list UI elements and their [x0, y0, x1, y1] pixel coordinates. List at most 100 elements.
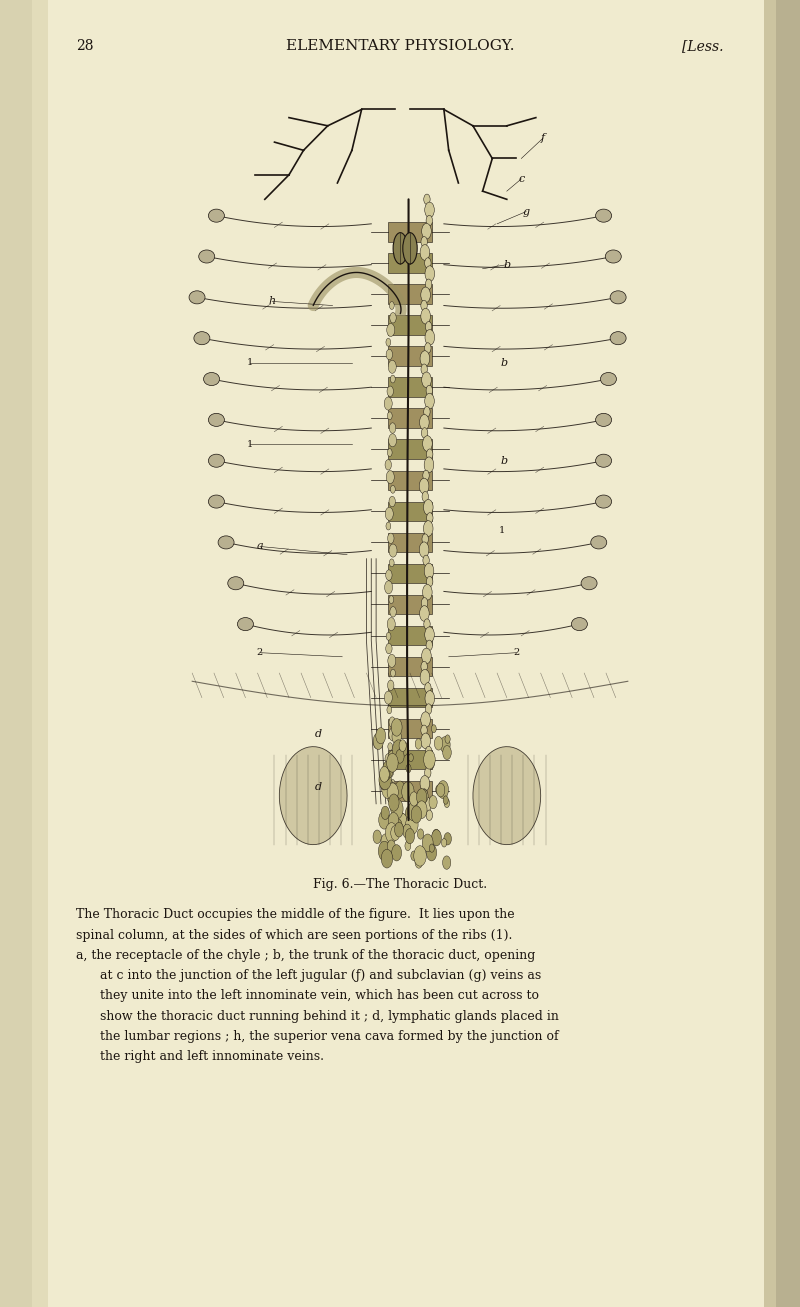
- Circle shape: [422, 834, 433, 852]
- Text: b: b: [501, 358, 508, 367]
- Ellipse shape: [581, 576, 597, 589]
- Circle shape: [420, 775, 430, 791]
- Text: a, the receptacle of the chyle ; b, the trunk of the thoracic duct, opening: a, the receptacle of the chyle ; b, the …: [76, 949, 535, 962]
- Text: f: f: [541, 133, 545, 142]
- Circle shape: [422, 535, 428, 545]
- Circle shape: [426, 322, 432, 332]
- Text: a: a: [257, 541, 263, 552]
- Circle shape: [422, 435, 432, 451]
- Text: h: h: [269, 297, 276, 306]
- Circle shape: [386, 643, 392, 654]
- Circle shape: [423, 520, 433, 536]
- Circle shape: [390, 758, 395, 767]
- Circle shape: [424, 620, 430, 630]
- Circle shape: [425, 682, 431, 693]
- Circle shape: [406, 805, 415, 822]
- Circle shape: [421, 661, 427, 672]
- Circle shape: [444, 833, 451, 844]
- Circle shape: [392, 757, 398, 766]
- Circle shape: [438, 780, 449, 799]
- Circle shape: [426, 844, 437, 861]
- FancyBboxPatch shape: [388, 750, 432, 770]
- Circle shape: [390, 799, 403, 819]
- Circle shape: [419, 542, 429, 558]
- Circle shape: [440, 737, 450, 753]
- Circle shape: [382, 779, 394, 799]
- Ellipse shape: [595, 209, 611, 222]
- Text: 1: 1: [247, 358, 254, 367]
- Circle shape: [387, 448, 392, 456]
- Circle shape: [389, 783, 397, 795]
- Circle shape: [385, 580, 393, 593]
- Ellipse shape: [601, 372, 617, 386]
- Text: 1: 1: [499, 525, 505, 535]
- Circle shape: [423, 555, 430, 566]
- Circle shape: [433, 829, 440, 842]
- Ellipse shape: [610, 291, 626, 305]
- Text: show the thoracic duct running behind it ; d, lymphatic glands placed in: show the thoracic duct running behind it…: [100, 1009, 559, 1022]
- Circle shape: [443, 796, 448, 804]
- Ellipse shape: [606, 250, 622, 263]
- Bar: [32, 0, 48, 1307]
- Circle shape: [382, 850, 393, 868]
- Bar: [764, 0, 800, 1307]
- Text: g: g: [522, 207, 530, 217]
- Circle shape: [390, 669, 395, 677]
- Ellipse shape: [590, 536, 606, 549]
- Circle shape: [391, 719, 402, 736]
- Circle shape: [387, 840, 395, 853]
- Circle shape: [421, 733, 430, 749]
- Circle shape: [426, 386, 433, 396]
- Circle shape: [422, 223, 431, 239]
- Circle shape: [421, 237, 427, 247]
- Circle shape: [422, 648, 431, 664]
- Circle shape: [436, 786, 442, 795]
- FancyBboxPatch shape: [388, 595, 432, 614]
- Circle shape: [374, 740, 378, 748]
- Circle shape: [419, 478, 429, 494]
- Circle shape: [380, 766, 390, 782]
- Circle shape: [386, 507, 394, 520]
- Circle shape: [411, 806, 422, 823]
- Circle shape: [388, 742, 393, 750]
- Circle shape: [386, 822, 398, 843]
- Circle shape: [389, 544, 397, 557]
- Bar: [776, 0, 800, 1307]
- Circle shape: [392, 729, 402, 744]
- Circle shape: [390, 779, 395, 787]
- Circle shape: [388, 361, 396, 374]
- Circle shape: [419, 605, 429, 621]
- Circle shape: [414, 846, 426, 867]
- Polygon shape: [279, 746, 347, 844]
- Circle shape: [430, 844, 434, 852]
- FancyBboxPatch shape: [388, 687, 432, 707]
- Circle shape: [402, 825, 411, 838]
- Circle shape: [429, 796, 437, 809]
- Circle shape: [392, 740, 405, 759]
- Circle shape: [399, 740, 406, 752]
- Circle shape: [437, 783, 445, 797]
- Text: 28: 28: [76, 39, 94, 52]
- Circle shape: [399, 741, 408, 757]
- Circle shape: [425, 265, 434, 281]
- Circle shape: [422, 584, 432, 600]
- Circle shape: [431, 724, 436, 733]
- Circle shape: [425, 257, 431, 268]
- Ellipse shape: [208, 455, 224, 468]
- Circle shape: [390, 312, 396, 323]
- Circle shape: [425, 393, 434, 409]
- Circle shape: [386, 521, 390, 531]
- Circle shape: [389, 728, 397, 741]
- Circle shape: [426, 576, 433, 587]
- Circle shape: [394, 782, 406, 799]
- Circle shape: [385, 754, 391, 765]
- Circle shape: [387, 412, 392, 420]
- Circle shape: [398, 813, 407, 827]
- Circle shape: [382, 767, 390, 780]
- Circle shape: [424, 457, 434, 473]
- Circle shape: [390, 559, 394, 567]
- Circle shape: [422, 797, 431, 813]
- Text: ELEMENTARY PHYSIOLOGY.: ELEMENTARY PHYSIOLOGY.: [286, 39, 514, 52]
- Circle shape: [411, 851, 417, 860]
- Circle shape: [386, 753, 398, 772]
